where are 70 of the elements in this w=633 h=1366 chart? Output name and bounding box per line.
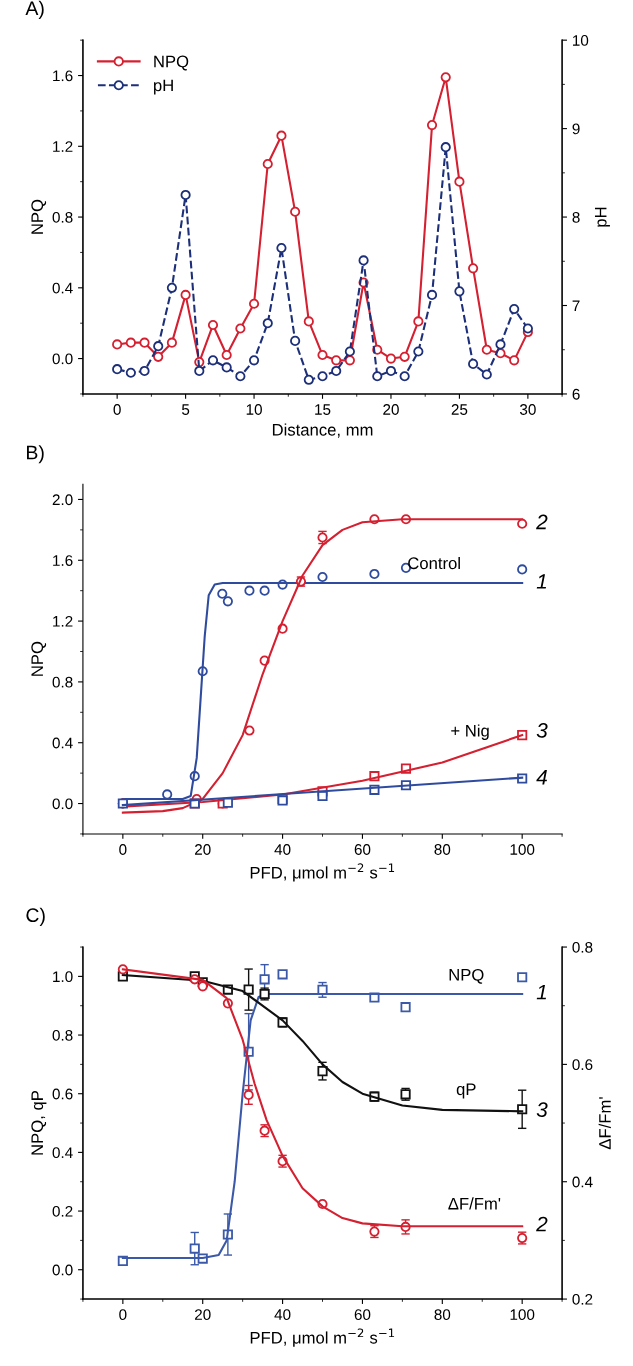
x-tick-label: 10 <box>246 404 262 415</box>
annotation: NPQ <box>449 968 484 984</box>
annotation: qP <box>456 1083 476 1099</box>
x-tick-label: 60 <box>354 1309 371 1321</box>
y-tick-label: 2.0 <box>52 494 73 506</box>
annotation: 3 <box>536 1102 548 1118</box>
x-axis-title: Distance, mm <box>272 423 373 438</box>
chart-title: A) <box>25 0 44 19</box>
y-tick-label: 1.2 <box>53 615 73 627</box>
y2-tick-label: 9 <box>572 123 580 135</box>
annotation: 2 <box>536 514 548 530</box>
x-tick-label: 100 <box>510 844 535 855</box>
x-tick-label: 20 <box>383 404 399 415</box>
y2-tick-label: 0.2 <box>572 1293 593 1305</box>
y-tick-label: 0.4 <box>52 282 73 294</box>
chart-title: C) <box>26 907 45 926</box>
x-tick-label: 0 <box>119 844 127 855</box>
x-tick-label: 25 <box>451 404 468 415</box>
y-tick-label: 0.8 <box>52 1029 73 1041</box>
y-axis-title: NPQ <box>31 199 47 234</box>
y-axis-title: NPQ, qP <box>31 1091 47 1155</box>
annotation: 3 <box>536 723 548 738</box>
y2-axis-title: pH <box>594 207 610 227</box>
annotation: ΔF/Fm' <box>448 1197 501 1210</box>
y-tick-label: 1.6 <box>53 555 73 566</box>
annotation: 1 <box>536 574 547 589</box>
annotation: 1 <box>536 984 547 1000</box>
y2-tick-label: 0.8 <box>572 941 593 953</box>
x-tick-label: 20 <box>194 844 211 855</box>
x-tick-label: 80 <box>434 844 451 855</box>
x-tick-label: 60 <box>354 844 371 855</box>
annotation: + Nig <box>451 724 489 740</box>
x-tick-label: 40 <box>274 1309 291 1321</box>
y-tick-label: 0.0 <box>52 1264 73 1276</box>
legend-label: NPQ <box>154 55 189 71</box>
x-tick-label: 40 <box>274 844 291 855</box>
y2-axis-title: ΔF/Fm' <box>598 1097 611 1150</box>
annotation: 4 <box>536 770 547 785</box>
y-tick-label: 0.8 <box>52 676 73 688</box>
annotation: Control <box>408 556 460 570</box>
y-tick-label: 0.4 <box>52 1147 73 1159</box>
annotation: 2 <box>536 1216 548 1232</box>
y-tick-label: 1.2 <box>53 141 73 152</box>
y-tick-label: 0.8 <box>52 211 73 223</box>
x-axis-title: PFD, μmol m$^{−2}$ s$^{−1}$ <box>250 863 395 882</box>
x-tick-label: 100 <box>510 1309 535 1321</box>
y-tick-label: 0.0 <box>52 353 73 365</box>
y-tick-label: 0.6 <box>52 1088 73 1100</box>
x-tick-label: 0 <box>119 1309 127 1321</box>
x-tick-label: 0 <box>113 404 121 415</box>
y-tick-label: 0.0 <box>52 798 73 810</box>
y2-tick-label: 0.4 <box>572 1176 593 1188</box>
y-tick-label: 0.4 <box>52 737 73 749</box>
y2-tick-label: 6 <box>572 388 580 400</box>
x-tick-label: 30 <box>519 404 536 415</box>
legend-label: pH <box>154 79 173 95</box>
y-tick-label: 0.2 <box>52 1205 73 1217</box>
y-axis-title: NPQ <box>31 641 47 676</box>
y2-tick-label: 10 <box>572 35 589 46</box>
x-tick-label: 80 <box>434 1309 451 1321</box>
y-tick-label: 1.6 <box>53 70 73 82</box>
y2-tick-label: 7 <box>572 300 580 312</box>
y2-tick-label: 0.6 <box>572 1059 593 1071</box>
y-tick-label: 1.0 <box>53 971 73 983</box>
x-tick-label: 5 <box>181 404 190 415</box>
y2-tick-label: 8 <box>572 211 580 223</box>
x-tick-label: 15 <box>315 404 331 415</box>
x-axis-title: PFD, μmol m$^{−2}$ s$^{−1}$ <box>250 1328 395 1347</box>
chart-title: B) <box>27 445 44 464</box>
x-tick-label: 20 <box>194 1309 211 1321</box>
